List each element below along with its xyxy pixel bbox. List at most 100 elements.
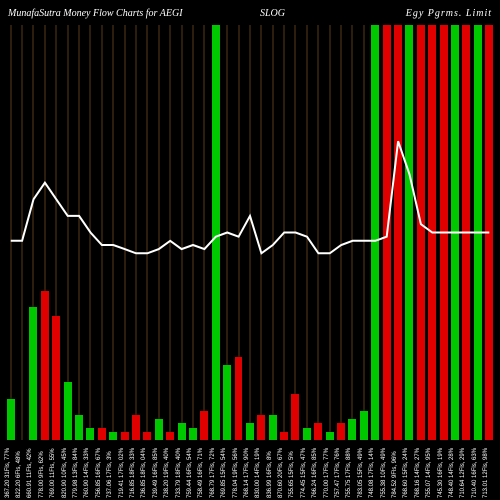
x-label: 766.24 16Fls, 85% <box>312 448 318 498</box>
x-label: 748.08 17Fls, 14% <box>369 448 375 498</box>
bar-slot <box>392 25 403 440</box>
x-label: 719.41 17Fls, 02% <box>119 448 125 498</box>
bar-slot <box>370 25 381 440</box>
bar-slot <box>483 25 494 440</box>
bar <box>189 428 197 440</box>
x-label: 774.45 15Fls, 47% <box>301 448 307 498</box>
label-slot: 783.05 15Fls, 49% <box>358 442 369 500</box>
label-slot: 760.90 14Fls, 33% <box>85 442 96 500</box>
grid-line <box>181 25 182 440</box>
grid-line <box>363 25 364 440</box>
x-label: 768.16 14Fls, 27% <box>415 448 421 498</box>
grid-line <box>147 25 148 440</box>
grid-line <box>101 25 102 440</box>
label-slot: 770.00 17Fls, 77% <box>324 442 335 500</box>
bar-slot <box>438 25 449 440</box>
x-label: 713.01 12Fls, 98% <box>483 448 489 498</box>
bar-slot <box>39 25 50 440</box>
grid-line <box>295 25 296 440</box>
bar <box>348 419 356 440</box>
x-label: 736.85 18Fls, 04% <box>141 448 147 498</box>
bar-slot <box>176 25 187 440</box>
bar-slot <box>5 25 16 440</box>
bar <box>257 415 265 440</box>
bar <box>280 432 288 440</box>
label-slot: 820.90 10Fls, 45% <box>62 442 73 500</box>
bar <box>52 316 60 441</box>
label-slot: 748.40 14Fls, 28% <box>449 442 460 500</box>
label-slot: 748.08 17Fls, 14% <box>370 442 381 500</box>
label-slot: 778.04 19Fls, 56% <box>233 442 244 500</box>
x-label: 660.91 11Fls, 42% <box>27 448 33 498</box>
grid-line <box>67 25 68 440</box>
bar <box>246 423 254 440</box>
bar <box>200 411 208 440</box>
label-slot: 755.65 15Fls, 5% <box>290 442 301 500</box>
bar <box>121 432 129 440</box>
x-label: 710.64 12Fls, 29% <box>460 448 466 498</box>
label-slot: 769.00 11Fls, 55% <box>51 442 62 500</box>
grid-line <box>158 25 159 440</box>
bar-slot <box>164 25 175 440</box>
bar-slot <box>404 25 415 440</box>
x-label: 783.05 15Fls, 49% <box>358 448 364 498</box>
grid-line <box>261 25 262 440</box>
x-label: 769.00 11Fls, 55% <box>50 448 56 498</box>
bar <box>462 25 470 440</box>
label-slot: 758.49 16Fls, 71% <box>199 442 210 500</box>
bar-slot <box>244 25 255 440</box>
bar-slot <box>119 25 130 440</box>
bar-slot <box>28 25 39 440</box>
bar <box>155 419 163 440</box>
bar <box>75 415 83 440</box>
bar-slot <box>301 25 312 440</box>
bar <box>132 415 140 440</box>
x-label: 758.49 16Fls, 71% <box>198 448 204 498</box>
bar <box>86 428 94 440</box>
bar-slot <box>472 25 483 440</box>
label-slot: 830.00 14Fls, 19% <box>256 442 267 500</box>
x-label: 755.65 15Fls, 5% <box>289 451 295 498</box>
grid-line <box>272 25 273 440</box>
grid-line <box>79 25 80 440</box>
bar-slot <box>461 25 472 440</box>
x-label: 769.85 15Fls, 54% <box>221 448 227 498</box>
x-label: 367.20 31Fls, 77% <box>5 448 11 498</box>
x-label: 779.98 13Fls, 84% <box>73 448 79 498</box>
bar-slot <box>73 25 84 440</box>
bar-slot <box>153 25 164 440</box>
grid-line <box>204 25 205 440</box>
label-slot: 755.07 14Fls, 95% <box>426 442 437 500</box>
label-slot: 710.64 12Fls, 29% <box>461 442 472 500</box>
x-label: 739.49 16Fls, 85% <box>153 448 159 498</box>
x-label: 770.00 17Fls, 77% <box>324 448 330 498</box>
x-label: 716.85 18Fls, 33% <box>130 448 136 498</box>
x-label: 820.90 10Fls, 45% <box>62 448 68 498</box>
grid-line <box>284 25 285 440</box>
label-slot: 756.85 16Fls, 67% <box>96 442 107 500</box>
bar <box>98 428 106 440</box>
bar <box>428 25 436 440</box>
bar <box>41 291 49 440</box>
bar <box>178 423 186 440</box>
label-slot: 738.20 19Fls, 40% <box>164 442 175 500</box>
bar-slot <box>51 25 62 440</box>
x-label: 784.52 9Fls, 96% <box>392 451 398 498</box>
bar <box>383 25 391 440</box>
bar-slot <box>233 25 244 440</box>
bar <box>451 25 459 440</box>
bar-slot <box>449 25 460 440</box>
x-label: 768.60 15Fls, 24% <box>403 448 409 498</box>
grid-line <box>22 25 23 440</box>
x-label: 870.60 20Fls, 67% <box>278 448 284 498</box>
bar <box>474 25 482 440</box>
bar-slot <box>96 25 107 440</box>
grid-line <box>135 25 136 440</box>
grid-line <box>124 25 125 440</box>
bar <box>109 432 117 440</box>
label-slot: 769.85 15Fls, 54% <box>221 442 232 500</box>
grid-line <box>329 25 330 440</box>
bar <box>303 428 311 440</box>
x-label: 830.00 14Fls, 19% <box>255 448 261 498</box>
label-slot: 716.85 18Fls, 33% <box>130 442 141 500</box>
